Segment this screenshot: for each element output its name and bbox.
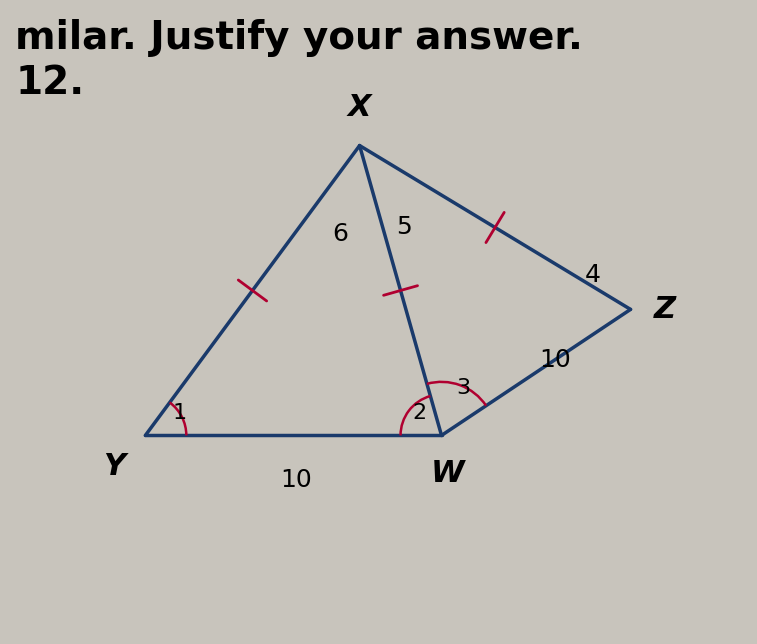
Text: Y: Y: [103, 453, 125, 482]
Text: 1: 1: [173, 403, 187, 423]
Text: 12.: 12.: [15, 64, 84, 102]
Text: Z: Z: [654, 295, 676, 324]
Text: X: X: [348, 93, 372, 122]
Text: milar. Justify your answer.: milar. Justify your answer.: [15, 19, 583, 57]
Text: 5: 5: [396, 216, 412, 240]
Text: 2: 2: [413, 403, 426, 423]
Text: 3: 3: [456, 378, 471, 398]
Text: 10: 10: [281, 468, 313, 491]
Text: 10: 10: [539, 348, 571, 372]
Text: 6: 6: [332, 222, 349, 246]
Text: 4: 4: [584, 263, 601, 287]
Text: W: W: [431, 459, 465, 488]
